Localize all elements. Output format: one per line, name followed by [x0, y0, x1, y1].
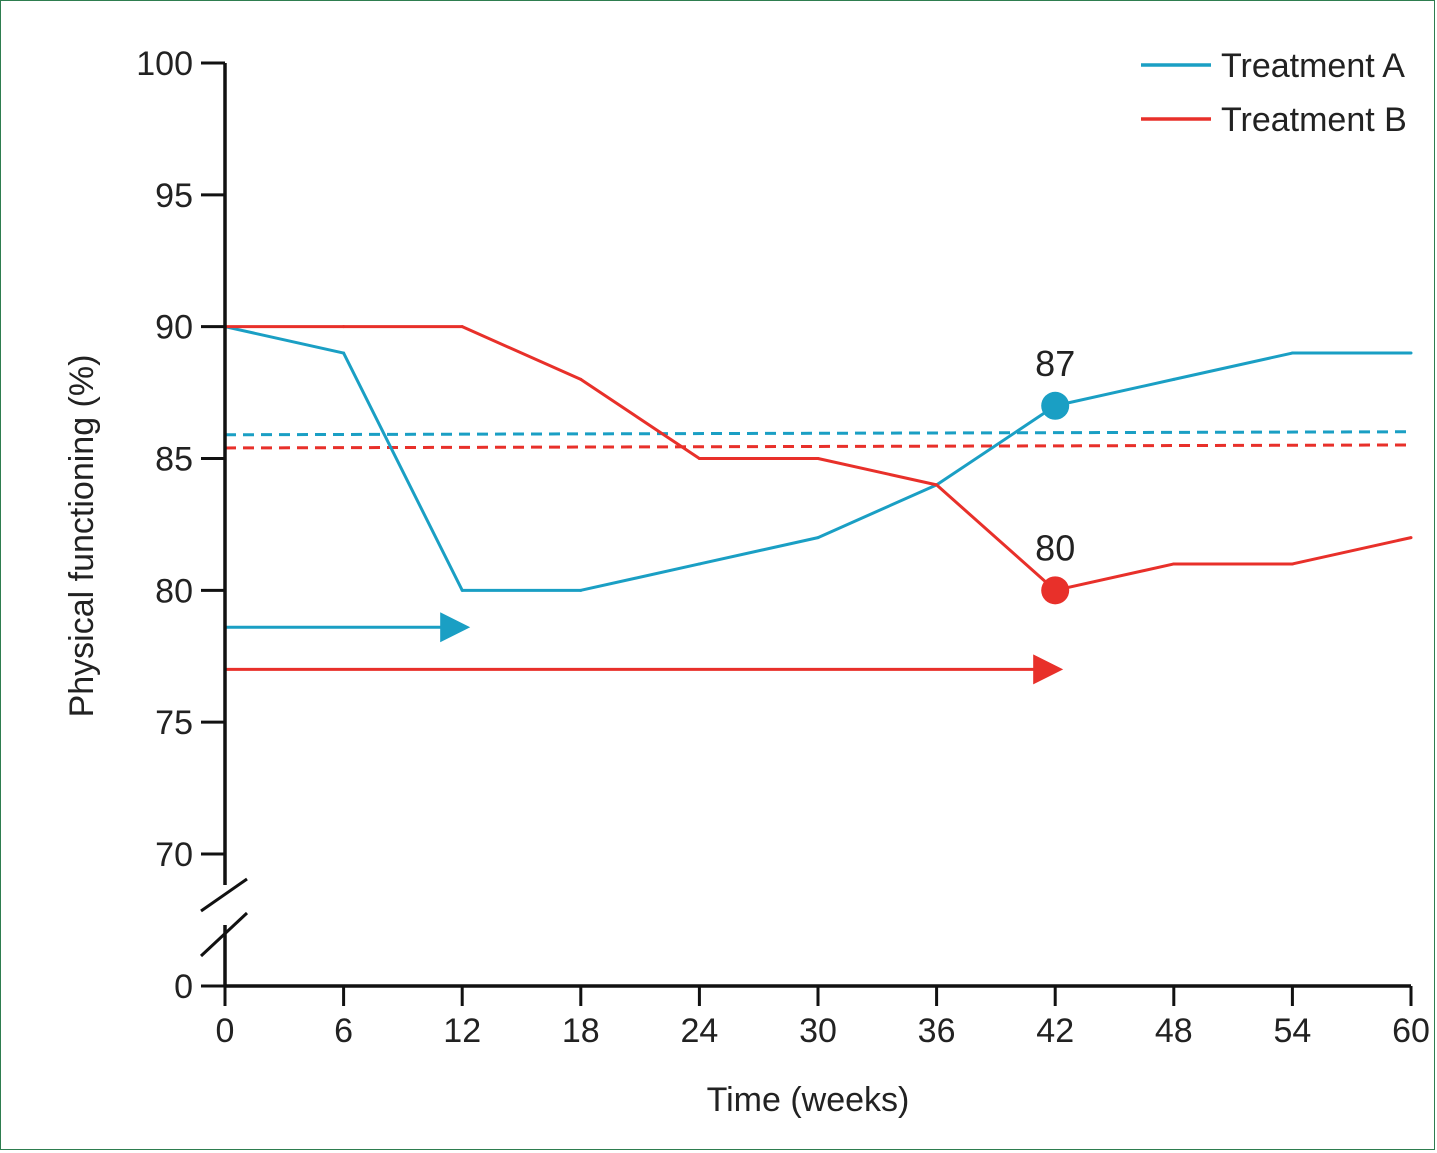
treatment-a-reference-line	[225, 432, 1411, 435]
treatment-b-data-point	[461, 325, 464, 328]
treatment-b-highlight-point	[1041, 576, 1069, 604]
treatment-b-reference-line	[225, 445, 1411, 448]
treatment-b-legend-label: Treatment B	[1221, 101, 1407, 139]
treatment-b-data-point	[935, 483, 938, 486]
series-lines	[224, 325, 1413, 592]
x-tick-label: 12	[443, 1012, 481, 1050]
y-tick-label: 75	[155, 704, 193, 742]
y-tick-label: 0	[174, 968, 193, 1006]
treatment-a-highlight-label: 87	[1035, 343, 1075, 384]
treatment-b-data-point	[342, 325, 345, 328]
x-tick-label: 6	[334, 1012, 353, 1050]
y-tick-label: 100	[136, 45, 193, 83]
reference-lines	[225, 432, 1411, 448]
treatment-b-highlight-label: 80	[1035, 527, 1075, 568]
treatment-a-data-point	[342, 352, 345, 355]
treatment-a-data-point	[1172, 378, 1175, 381]
treatment-a-data-point	[1291, 352, 1294, 355]
x-tick-label: 42	[1036, 1012, 1074, 1050]
x-tick-label: 36	[918, 1012, 956, 1050]
x-tick-label: 60	[1392, 1012, 1430, 1050]
y-tick-label: 70	[155, 836, 193, 874]
y-axis-title: Physical functioning (%)	[63, 355, 101, 718]
x-tick-label: 18	[562, 1012, 600, 1050]
treatment-a-data-point	[1410, 352, 1413, 355]
x-tick-label: 48	[1155, 1012, 1193, 1050]
y-tick-label: 85	[155, 441, 193, 479]
x-tick-label: 54	[1273, 1012, 1311, 1050]
x-axis-title: Time (weeks)	[707, 1081, 910, 1119]
x-tick-label: 30	[799, 1012, 837, 1050]
highlight-points: 87 80	[1035, 343, 1075, 605]
treatment-a-arrow-head	[440, 612, 470, 642]
treatment-a-data-point	[698, 562, 701, 565]
treatment-b-data-point	[817, 457, 820, 460]
y-tick-label: 90	[155, 309, 193, 347]
treatment-b-data-point	[1410, 536, 1413, 539]
treatment-b-data-point	[1172, 562, 1175, 565]
y-tick-label: 95	[155, 177, 193, 215]
treatment-b-data-point	[579, 378, 582, 381]
y-tick-label: 80	[155, 572, 193, 610]
x-tick-label: 0	[216, 1012, 235, 1050]
treatment-a-highlight-point	[1041, 392, 1069, 420]
axes: 0 70 75 80 85 90 95 100 0 6 12 18 24 30 36 42 48 54 60	[136, 45, 1430, 1050]
treatment-b-data-point	[1291, 562, 1294, 565]
treatment-a-legend-label: Treatment A	[1221, 47, 1405, 85]
treatment-b-arrow-head	[1033, 654, 1063, 684]
duration-arrows	[225, 612, 1063, 684]
treatment-a-data-point	[461, 589, 464, 592]
treatment-b-data-point	[698, 457, 701, 460]
treatment-a-data-point	[579, 589, 582, 592]
legend: Treatment A Treatment B	[1141, 47, 1407, 139]
treatment-a-data-point	[817, 536, 820, 539]
x-tick-label: 24	[680, 1012, 718, 1050]
